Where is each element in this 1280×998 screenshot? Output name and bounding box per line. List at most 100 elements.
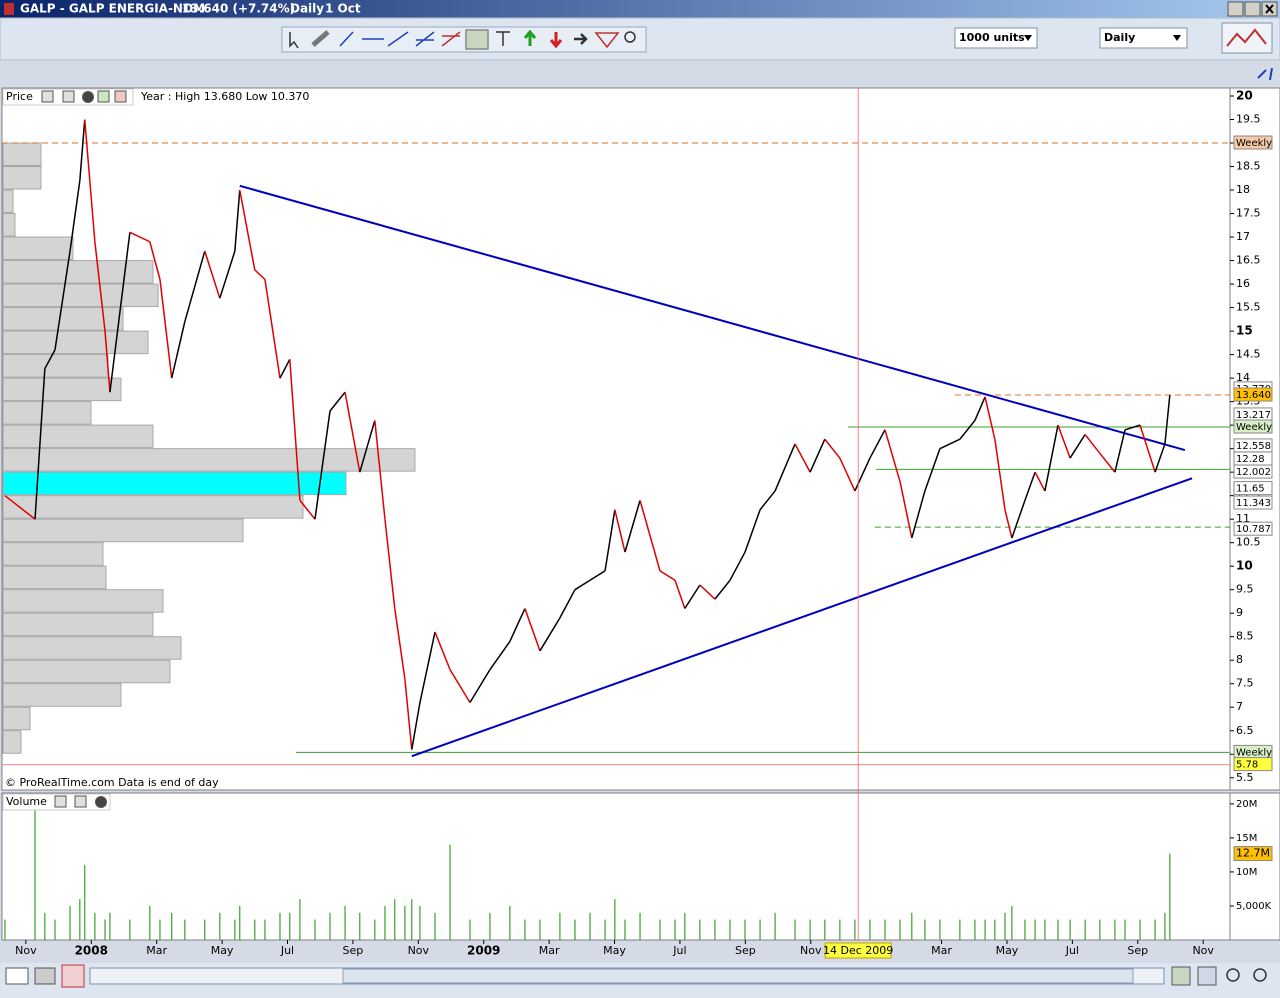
volume-profile-bar bbox=[2, 377, 122, 402]
zoom-button[interactable] bbox=[1197, 966, 1217, 986]
restore-button[interactable] bbox=[1244, 1, 1261, 17]
text-tool[interactable] bbox=[496, 31, 510, 46]
fib-tool[interactable] bbox=[441, 31, 461, 47]
down-icon[interactable] bbox=[114, 90, 127, 103]
zoom-out-button[interactable] bbox=[1226, 968, 1240, 982]
price-label: 12.28 bbox=[1236, 454, 1265, 465]
price-segment bbox=[884, 429, 901, 482]
x-tick-label: Nov bbox=[800, 944, 822, 957]
chart-settings-button[interactable] bbox=[1221, 22, 1273, 54]
channel-tool[interactable] bbox=[415, 31, 435, 47]
price-segment bbox=[1114, 429, 1126, 473]
price-segment bbox=[824, 438, 841, 459]
volume-panel-label: Volume bbox=[6, 795, 47, 808]
close-panel-icon[interactable] bbox=[95, 796, 107, 808]
close-icon bbox=[1265, 4, 1274, 14]
pointer-tool[interactable] bbox=[289, 32, 299, 49]
y-tick-label: 17.5 bbox=[1236, 207, 1261, 220]
units-dropdown[interactable] bbox=[954, 27, 1038, 49]
price-label-box bbox=[1233, 387, 1273, 402]
price-segment bbox=[509, 608, 526, 642]
y-tick-label: 9 bbox=[1236, 606, 1243, 619]
volume-profile-bar bbox=[2, 236, 74, 261]
y-tick-label: 8.5 bbox=[1236, 630, 1254, 643]
price-segment bbox=[279, 358, 291, 379]
y-tick-label: 17 bbox=[1236, 230, 1250, 243]
y-tick-label: 15.5 bbox=[1236, 301, 1261, 314]
price-segment bbox=[924, 448, 941, 492]
active-tool[interactable] bbox=[465, 29, 489, 50]
volume-tick-label: 10M bbox=[1236, 867, 1257, 878]
volume-profile-bar bbox=[2, 683, 122, 707]
y-tick-label: 15 bbox=[1236, 324, 1253, 338]
price-segment bbox=[170, 321, 186, 379]
volume-tick-label: 20M bbox=[1236, 799, 1257, 810]
volume-profile-bar bbox=[2, 518, 244, 543]
price-segment bbox=[411, 702, 421, 750]
minimize-button[interactable] bbox=[1227, 1, 1244, 17]
volume-profile-bar bbox=[2, 307, 124, 331]
y-tick-label: 8 bbox=[1236, 653, 1243, 666]
x-tick-label: May bbox=[603, 944, 626, 957]
price-segment bbox=[34, 368, 46, 520]
price-segment bbox=[129, 231, 151, 243]
price-info: Year : High 13.680 Low 10.370 bbox=[140, 90, 309, 103]
volume-plot bbox=[4, 807, 1171, 940]
up-icon[interactable] bbox=[97, 90, 110, 103]
price-segment bbox=[1004, 509, 1013, 539]
price-label-box bbox=[1233, 481, 1273, 496]
window-icon[interactable] bbox=[62, 90, 75, 103]
cursor-date-box bbox=[824, 942, 892, 959]
wrench-icon[interactable] bbox=[54, 795, 67, 808]
y-tick-label: 18.5 bbox=[1236, 160, 1261, 173]
scroll-thumb[interactable] bbox=[342, 968, 1134, 984]
zoom-in-button[interactable] bbox=[1253, 968, 1267, 982]
price-segment bbox=[419, 631, 436, 703]
price-segment bbox=[54, 251, 71, 351]
price-segment bbox=[449, 669, 471, 703]
ray-tool[interactable] bbox=[387, 31, 409, 47]
window-icon[interactable] bbox=[74, 795, 87, 808]
zoom-tool[interactable] bbox=[624, 31, 636, 43]
y-tick-label: 6.5 bbox=[1236, 724, 1254, 737]
price-segment bbox=[79, 119, 86, 181]
price-segment bbox=[589, 570, 606, 581]
price-label: 12.002 bbox=[1236, 467, 1271, 478]
mail-button[interactable] bbox=[5, 967, 29, 985]
wrench-icon[interactable] bbox=[41, 90, 54, 103]
close-panel-icon[interactable] bbox=[82, 91, 94, 103]
undo-icon[interactable] bbox=[1257, 67, 1273, 81]
y-tick-label: 10 bbox=[1236, 559, 1253, 573]
price-segment bbox=[1124, 424, 1141, 431]
triangle-tool[interactable] bbox=[594, 32, 620, 49]
price-label: Weekly bbox=[1236, 747, 1272, 758]
timeframe-dropdown[interactable] bbox=[1099, 27, 1188, 49]
volume-profile-bar bbox=[2, 283, 159, 308]
price-label: 10.787 bbox=[1236, 524, 1271, 535]
price-segment bbox=[994, 439, 1006, 510]
price-label: 5.78 bbox=[1236, 760, 1258, 771]
window-buttons bbox=[1227, 1, 1278, 17]
sell-arrow-tool[interactable] bbox=[549, 32, 563, 49]
x-tick-label: Sep bbox=[1127, 944, 1148, 957]
x-tick-label: Jul bbox=[672, 944, 686, 957]
volume-current-label: 12.7M bbox=[1236, 847, 1270, 860]
price-segment bbox=[911, 490, 926, 539]
chart-button[interactable] bbox=[1171, 966, 1191, 986]
price-segment bbox=[524, 608, 541, 652]
price-segment bbox=[759, 490, 776, 511]
volume-tick-label: 5,000K bbox=[1236, 901, 1272, 912]
arrow-tool[interactable] bbox=[574, 33, 588, 45]
tool-button[interactable] bbox=[61, 964, 85, 988]
print-button[interactable] bbox=[34, 967, 56, 985]
price-segment bbox=[574, 579, 591, 591]
app-icon bbox=[4, 3, 14, 15]
price-segment bbox=[83, 119, 96, 242]
line-tool[interactable] bbox=[339, 31, 354, 47]
price-segment bbox=[1069, 434, 1086, 459]
price-panel bbox=[1, 87, 1231, 791]
volume-profile-bar bbox=[2, 730, 22, 754]
ruler-tool[interactable] bbox=[311, 30, 330, 47]
window-period: Daily bbox=[290, 2, 324, 16]
buy-arrow-tool[interactable] bbox=[523, 29, 537, 46]
